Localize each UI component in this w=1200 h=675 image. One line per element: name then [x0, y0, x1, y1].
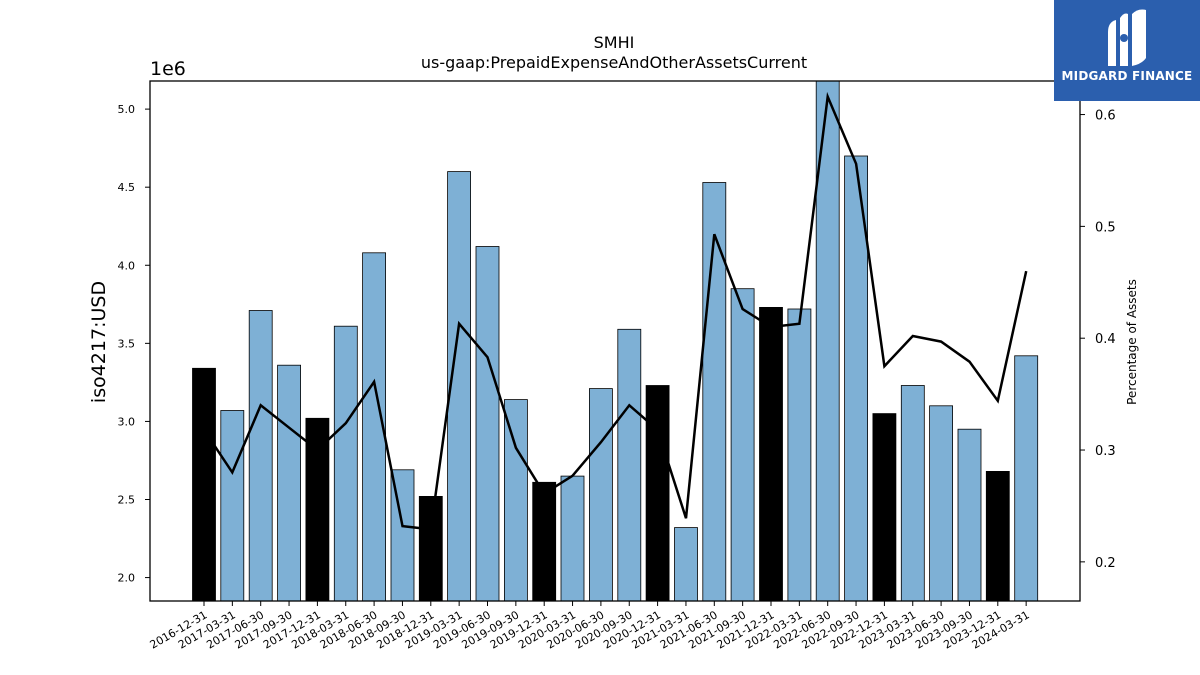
logo-text: MIDGARD FINANCE [1061, 69, 1193, 83]
y-tick-label: 5.0 [118, 103, 136, 116]
bar-2024-03-31 [1014, 355, 1039, 602]
midgard-logo-icon [1108, 9, 1146, 66]
bar-2017-12-31 [305, 417, 330, 602]
y2-tick-label: 0.2 [1095, 556, 1116, 571]
y-axis-ticks: 2.0 2.5 3.0 3.5 4.0 4.5 5.0 [118, 103, 150, 585]
bar-2017-03-31 [220, 410, 245, 602]
y2-axis-ticks: 0.2 0.3 0.4 0.5 0.6 [1080, 109, 1116, 571]
bar-2020-03-31 [560, 475, 585, 602]
y-tick-label: 2.5 [118, 493, 136, 506]
midgard-finance-logo: MIDGARD FINANCE [1054, 0, 1200, 101]
bar-2022-03-31 [787, 308, 812, 602]
bar-2020-12-31 [645, 385, 670, 602]
y-tick-label: 3.0 [118, 415, 136, 428]
bar-2023-12-31 [985, 470, 1010, 602]
y2-tick-label: 0.4 [1095, 332, 1116, 347]
chart-title: SMHI [594, 33, 635, 52]
y2-tick-label: 0.5 [1095, 220, 1116, 235]
bar-2023-06-30 [929, 405, 953, 602]
chart-subtitle: us-gaap:PrepaidExpenseAndOtherAssetsCurr… [421, 53, 807, 72]
bar-2021-12-31 [759, 306, 783, 602]
percent-of-assets-line [202, 91, 1028, 531]
bar-2016-12-31 [192, 367, 216, 602]
bar-2017-06-30 [248, 310, 273, 602]
y-tick-label: 3.5 [118, 337, 136, 350]
bar-2019-09-30 [503, 399, 528, 602]
y2-tick-label: 0.3 [1095, 444, 1116, 459]
y2-tick-label: 0.6 [1095, 109, 1116, 124]
bar-2019-12-31 [532, 481, 557, 602]
y-axis-label: iso4217:USD [88, 281, 110, 403]
bar-2020-09-30 [617, 328, 642, 602]
x-axis-ticks: 2016-12-312017-03-312017-06-302017-09-30… [148, 601, 1032, 652]
y-axis-multiplier: 1e6 [150, 58, 186, 80]
bar-2023-09-30 [957, 428, 982, 602]
bar-2022-12-31 [872, 413, 897, 602]
bars-group [192, 80, 1039, 602]
y-tick-label: 2.0 [118, 572, 136, 585]
y2-axis-label: Percentage of Assets [1125, 279, 1139, 405]
y-tick-label: 4.0 [118, 259, 136, 272]
bar-2017-09-30 [277, 364, 302, 602]
plot-frame [149, 80, 1081, 602]
bar-2023-03-31 [900, 385, 925, 602]
bar-2019-06-30 [475, 246, 500, 602]
bar-2021-03-31 [674, 527, 698, 602]
bar-2021-09-30 [730, 288, 755, 602]
bar-2018-12-31 [418, 495, 443, 602]
bar-2018-03-31 [333, 325, 358, 602]
y-tick-label: 4.5 [118, 181, 136, 194]
bar-2020-06-30 [589, 388, 613, 602]
